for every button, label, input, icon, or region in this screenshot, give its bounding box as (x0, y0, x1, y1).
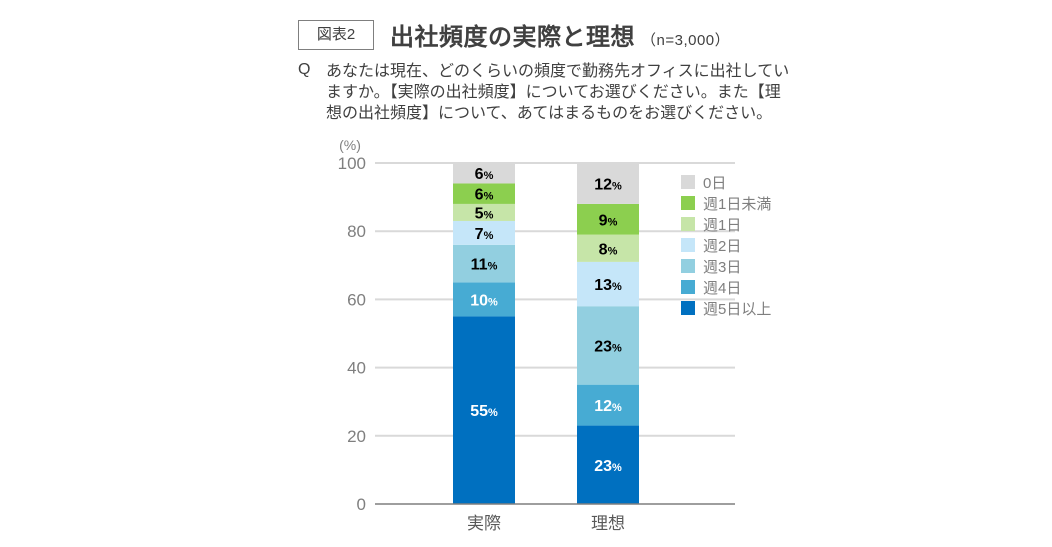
data-label: 12% (594, 398, 622, 415)
bar-segment (453, 316, 515, 504)
data-label: 23% (594, 458, 622, 475)
data-label: 9% (599, 212, 618, 229)
bar-segment (577, 234, 639, 262)
y-tick-label: 20 (347, 427, 366, 446)
legend-swatch (681, 217, 695, 231)
legend-swatch (681, 259, 695, 273)
y-tick-label: 80 (347, 222, 366, 241)
bar-segment (577, 163, 639, 204)
y-tick-label: 100 (338, 154, 366, 173)
x-tick-label: 実際 (467, 514, 501, 533)
legend-label: 週5日以上 (703, 301, 771, 318)
data-label: 10% (470, 292, 498, 309)
question-text: あなたは現在、どのくらいの頻度で勤務先オフィスに出社していますか。【実際の出社頻… (326, 63, 790, 122)
legend-label: 週1日 (703, 217, 741, 234)
y-tick-label: 60 (347, 290, 366, 309)
x-tick-label: 理想 (591, 514, 625, 533)
legend-swatch (681, 175, 695, 189)
bar-segment (577, 384, 639, 426)
legend-swatch (681, 280, 695, 294)
bar-segment (453, 220, 515, 245)
title-text: 出社頻度の実際と理想 (390, 24, 635, 51)
bar-segment (577, 425, 639, 504)
data-label: 6% (475, 187, 494, 204)
data-label: 55% (470, 403, 498, 420)
data-label: 12% (594, 176, 622, 193)
legend-swatch (681, 196, 695, 210)
bar-segment (453, 244, 515, 283)
data-label: 6% (475, 166, 494, 183)
data-label: 8% (599, 241, 618, 258)
data-label: 7% (475, 226, 494, 243)
bar-segment (453, 183, 515, 204)
legend-label: 週3日 (703, 259, 741, 276)
legend-swatch (681, 238, 695, 252)
data-label: 11% (471, 257, 498, 274)
bar-segment (577, 261, 639, 307)
legend-label: 0日 (703, 175, 726, 192)
bar-segment (453, 203, 515, 221)
y-tick-label: 0 (357, 495, 366, 514)
figure-label: 図表2 (298, 20, 374, 50)
chart-title: 出社頻度の実際と理想 （n=3,000） (390, 17, 730, 52)
data-label: 23% (594, 338, 622, 355)
data-label: 5% (475, 205, 494, 222)
sample-size: （n=3,000） (641, 32, 731, 49)
legend-label: 週2日 (703, 238, 741, 255)
bar-segment (577, 306, 639, 385)
legend-label: 週4日 (703, 280, 741, 297)
data-label: 13% (594, 277, 622, 294)
bar-segment (577, 203, 639, 235)
bar-segment (453, 282, 515, 317)
y-axis-label: (%) (339, 137, 361, 153)
question-mark: Q (298, 61, 311, 78)
legend-swatch (681, 301, 695, 315)
bar-segment (453, 163, 515, 184)
legend-label: 週1日未満 (703, 196, 771, 213)
y-tick-label: 40 (347, 359, 366, 378)
